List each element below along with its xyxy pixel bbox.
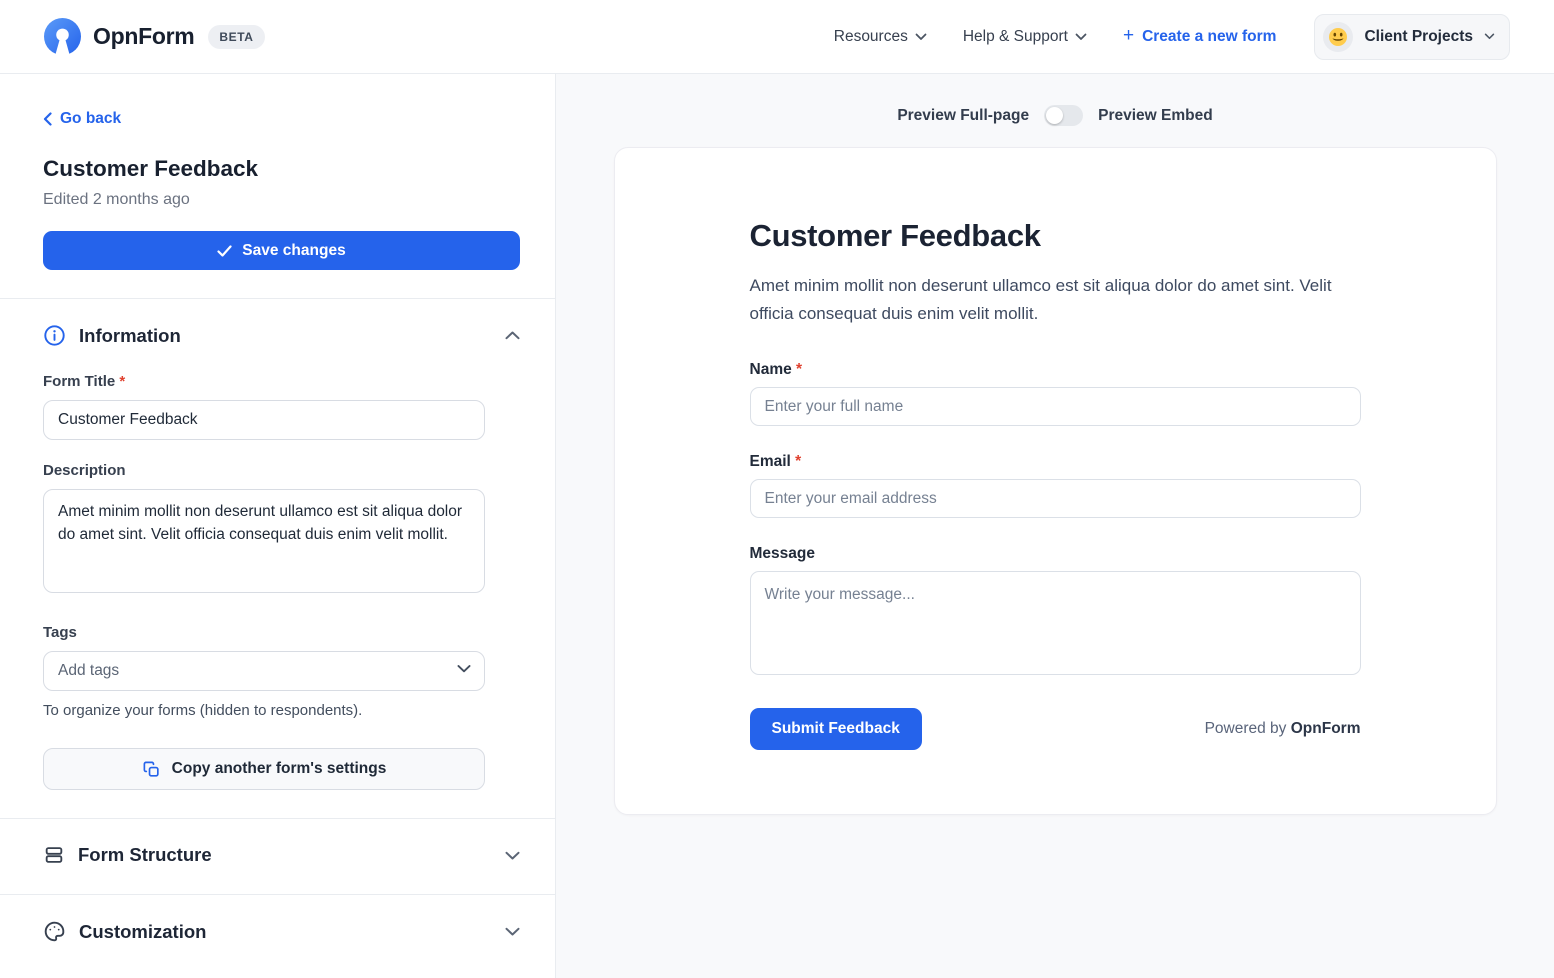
check-icon (217, 244, 232, 257)
brand[interactable]: OpnForm BETA (44, 18, 265, 55)
form-preview-panel: Preview Full-page Preview Embed Customer… (556, 74, 1554, 978)
powered-by-brand-link[interactable]: OpnForm (1290, 720, 1361, 738)
preview-embed-label: Preview Embed (1098, 106, 1213, 124)
name-field-label: Name * (749, 361, 803, 379)
plus-icon: + (1122, 25, 1135, 46)
chevron-up-icon (505, 331, 520, 340)
workspace-selector[interactable]: Client Projects (1314, 13, 1510, 60)
preview-mode-switch[interactable] (1044, 105, 1084, 126)
section-information[interactable]: Information (0, 299, 555, 347)
chevron-down-icon (1075, 33, 1087, 41)
workspace-name: Client Projects (1364, 27, 1473, 45)
section-title: Form Structure (78, 844, 212, 865)
divider (0, 894, 555, 895)
form-settings-sidebar: Go back Customer Feedback Edited 2 month… (0, 74, 556, 978)
nav-help-support[interactable]: Help & Support (963, 28, 1087, 46)
required-asterisk: * (119, 373, 126, 390)
palette-icon (43, 920, 66, 943)
section-form-structure[interactable]: Form Structure (0, 819, 555, 866)
preview-form-description: Amet minim mollit non deserunt ullamco e… (749, 276, 1332, 324)
powered-by-text: Powered by OpnForm (1204, 720, 1361, 738)
copy-form-settings-button[interactable]: Copy another form's settings (43, 748, 485, 790)
chevron-down-icon[interactable] (457, 664, 471, 673)
preview-mode-toggle-row: Preview Full-page Preview Embed (897, 105, 1213, 126)
form-structure-icon (43, 844, 65, 866)
form-title-field-label: Form Title * (43, 373, 126, 390)
name-input[interactable] (749, 387, 1361, 427)
divider (0, 818, 555, 819)
copy-icon (142, 760, 161, 779)
chevron-down-icon (915, 33, 927, 41)
email-field-label: Email * (749, 453, 802, 471)
save-changes-button[interactable]: Save changes (43, 231, 520, 270)
create-new-form-button[interactable]: + Create a new form (1122, 25, 1277, 46)
required-asterisk: * (795, 453, 802, 471)
chevron-down-icon (1484, 33, 1495, 40)
sidebar-form-title: Customer Feedback (43, 156, 259, 181)
form-preview-card: Customer Feedback Amet minim mollit non … (613, 147, 1497, 815)
go-back-link[interactable]: Go back (43, 110, 121, 128)
description-field-label: Description (43, 462, 126, 479)
opnform-logo-icon (44, 18, 81, 55)
form-title-input[interactable] (43, 400, 485, 440)
section-title: Customization (79, 920, 207, 942)
info-circle-icon (43, 324, 66, 347)
email-input[interactable] (749, 479, 1361, 519)
message-field-label: Message (749, 545, 815, 563)
required-asterisk: * (796, 361, 803, 379)
description-textarea[interactable]: Amet minim mollit non deserunt ullamco e… (43, 489, 485, 593)
section-customization[interactable]: Customization (0, 895, 555, 943)
brand-name: OpnForm (93, 23, 195, 49)
preview-full-page-label: Preview Full-page (897, 106, 1030, 124)
workspace-emoji-avatar (1323, 21, 1354, 52)
tags-input[interactable] (43, 651, 485, 691)
preview-form-title: Customer Feedback (749, 218, 1042, 253)
divider (0, 298, 555, 299)
tags-field-label: Tags (43, 624, 77, 641)
top-nav: Resources Help & Support + Create a new … (834, 13, 1510, 60)
chevron-left-icon (43, 112, 52, 126)
nav-resources[interactable]: Resources (834, 28, 927, 46)
section-title: Information (79, 324, 181, 346)
submit-feedback-button[interactable]: Submit Feedback (749, 708, 922, 751)
top-bar: OpnForm BETA Resources Help & Support + … (0, 0, 1554, 74)
beta-badge: BETA (208, 24, 265, 49)
chevron-down-icon (505, 851, 520, 860)
message-textarea[interactable] (749, 571, 1361, 676)
switch-knob (1046, 107, 1064, 124)
chevron-down-icon (505, 927, 520, 936)
tags-help-text: To organize your forms (hidden to respon… (43, 702, 363, 719)
last-edited-text: Edited 2 months ago (43, 191, 190, 208)
